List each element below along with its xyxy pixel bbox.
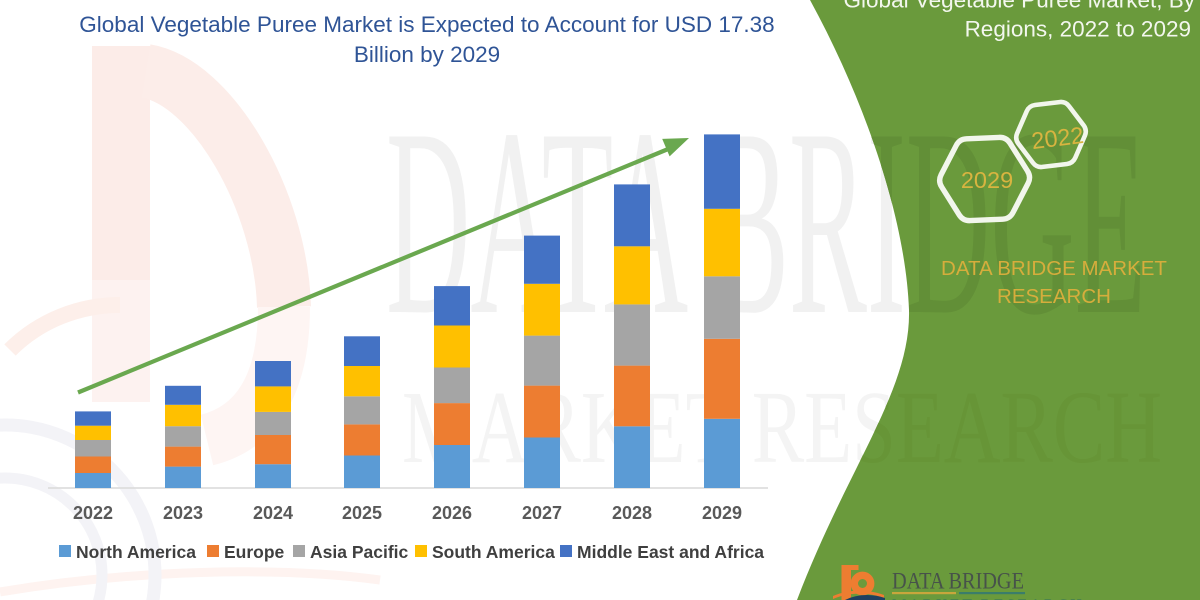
svg-text:2023: 2023 bbox=[163, 503, 203, 523]
svg-text:Asia Pacific: Asia Pacific bbox=[310, 542, 409, 562]
svg-text:South America: South America bbox=[432, 542, 555, 562]
svg-text:2026: 2026 bbox=[432, 503, 472, 523]
svg-text:MARKET RESEARCH: MARKET RESEARCH bbox=[892, 597, 1084, 600]
svg-text:DATA BRIDGE: DATA BRIDGE bbox=[892, 569, 1024, 594]
svg-text:North America: North America bbox=[76, 542, 196, 562]
svg-text:2022: 2022 bbox=[73, 503, 113, 523]
svg-text:2029: 2029 bbox=[961, 167, 1013, 193]
svg-text:Global Vegetable Puree Market,: Global Vegetable Puree Market, By bbox=[844, 0, 1196, 13]
svg-text:Billion by 2029: Billion by 2029 bbox=[354, 42, 500, 67]
svg-text:RESEARCH: RESEARCH bbox=[997, 285, 1111, 308]
svg-text:Middle East and Africa: Middle East and Africa bbox=[577, 542, 764, 562]
svg-text:DATA BRIDGE MARKET: DATA BRIDGE MARKET bbox=[941, 257, 1167, 280]
svg-text:Europe: Europe bbox=[224, 542, 285, 562]
svg-text:Global Vegetable Puree Market: Global Vegetable Puree Market is Expecte… bbox=[79, 12, 774, 37]
svg-text:2027: 2027 bbox=[522, 503, 562, 523]
svg-text:2025: 2025 bbox=[342, 503, 382, 523]
svg-text:2022: 2022 bbox=[1030, 122, 1085, 154]
svg-text:2024: 2024 bbox=[253, 503, 293, 523]
svg-text:2028: 2028 bbox=[612, 503, 652, 523]
svg-text:Regions, 2022 to 2029: Regions, 2022 to 2029 bbox=[965, 17, 1191, 42]
svg-text:2029: 2029 bbox=[702, 503, 742, 523]
